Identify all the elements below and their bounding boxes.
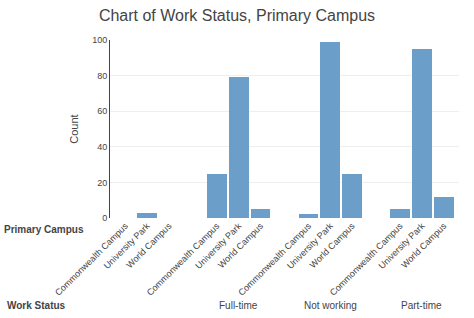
- svg-text:World Campus: World Campus: [216, 221, 265, 270]
- svg-text:Primary Campus: Primary Campus: [4, 224, 84, 235]
- svg-text:Not working: Not working: [304, 300, 357, 311]
- svg-text:Commonwealth Campus: Commonwealth Campus: [53, 221, 130, 298]
- svg-text:World Campus: World Campus: [399, 221, 448, 270]
- svg-text:60: 60: [97, 106, 107, 116]
- svg-text:Full-time: Full-time: [219, 300, 258, 311]
- svg-text:Chart of Work Status, Primary: Chart of Work Status, Primary Campus: [99, 7, 375, 24]
- svg-text:100: 100: [92, 35, 107, 45]
- svg-text:0: 0: [102, 213, 107, 223]
- svg-text:University Park: University Park: [193, 221, 243, 271]
- svg-text:Commonwealth Campus: Commonwealth Campus: [328, 221, 405, 298]
- svg-text:University Park: University Park: [102, 221, 152, 271]
- svg-text:Part-time: Part-time: [401, 300, 442, 311]
- svg-text:University Park: University Park: [377, 221, 427, 271]
- svg-text:University Park: University Park: [285, 221, 335, 271]
- svg-text:World Campus: World Campus: [308, 221, 357, 270]
- svg-text:Work Status: Work Status: [7, 300, 66, 311]
- svg-text:Commonwealth Campus: Commonwealth Campus: [236, 221, 313, 298]
- svg-text:20: 20: [97, 178, 107, 188]
- svg-text:80: 80: [97, 71, 107, 81]
- svg-text:Count: Count: [68, 114, 80, 143]
- svg-text:Commonwealth Campus: Commonwealth Campus: [145, 221, 222, 298]
- svg-text:40: 40: [97, 142, 107, 152]
- svg-text:World Campus: World Campus: [124, 221, 173, 270]
